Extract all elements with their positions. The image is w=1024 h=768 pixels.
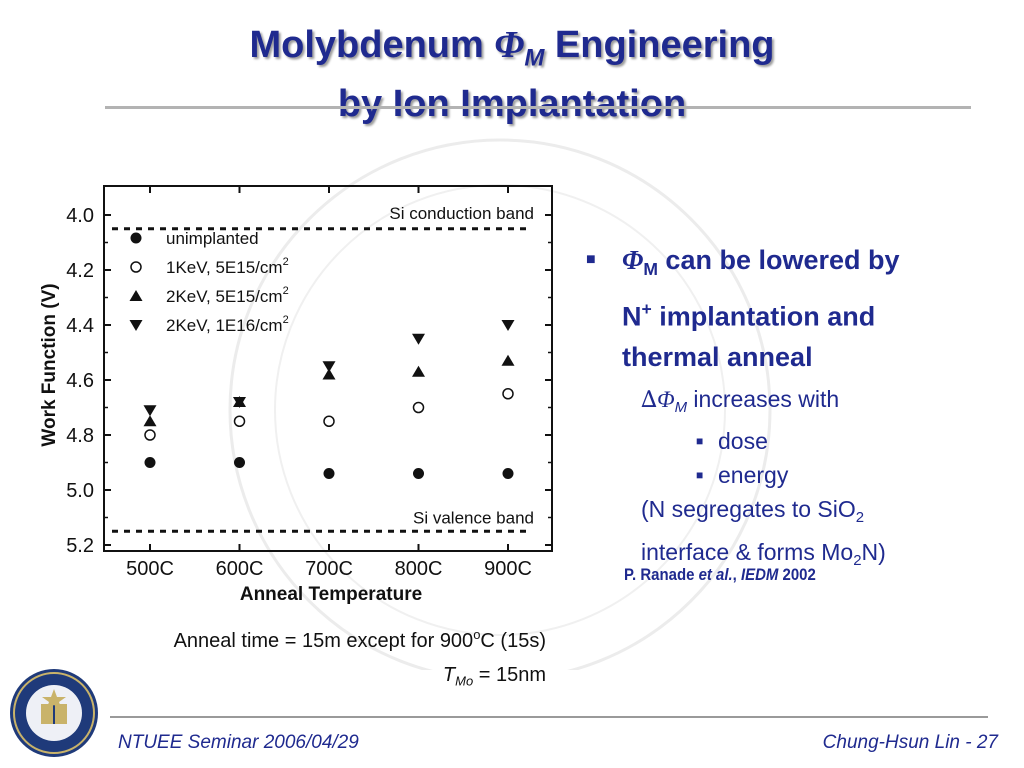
title-phi-subscript: M [524,44,545,72]
bullet-line2-sup: + [641,299,652,320]
anneal-note-suffix: C (15s) [480,629,546,652]
data-point [413,468,424,479]
y-tick-label: 4.2 [66,260,94,282]
y-tick-label: 5.0 [66,480,94,502]
note-line2: interface & forms Mo [641,539,854,566]
reference-line-label: Si valence band [413,508,534,527]
bullet-phi-symbol: Φ [622,245,644,275]
x-tick-label: 900C [484,558,532,580]
sub-sub-bullet-energy: ■ energy [696,458,1006,492]
sub-sub-bullet-dose: ■ dose [696,424,1006,458]
bullet-line2-prefix: N [622,301,642,332]
reference-line-label: Si conduction band [389,204,534,223]
title-line2: by Ion Implantation [337,83,687,126]
citation: P. Ranade et al., IEDM 2002 [624,565,816,585]
data-point [144,457,156,468]
legend-marker [130,261,142,273]
square-bullet-icon: ■ [696,433,704,448]
square-bullet-icon: ■ [586,251,596,268]
y-axis-label: Work Function (V) [39,283,60,446]
data-point [323,468,335,479]
title-suffix: Engineering [544,24,775,66]
data-point [501,354,515,366]
bullet-phi-subscript: M [643,259,658,280]
data-point [233,415,246,427]
data-point [322,368,336,380]
legend-marker [130,232,142,244]
chart-legend: unimplanted 1KeV, 5E15/cm2 2KeV, 5E15/cm2 2… [129,229,289,335]
legend-marker [129,290,143,301]
y-tick-label: 5.2 [66,535,94,557]
anneal-note-degree: o [473,627,481,642]
bullet-line2: implantation and [651,301,876,332]
footer-divider [110,716,988,718]
y-tick-label: 4.6 [66,370,94,392]
sub-bullet: ∆ΦM increases with [641,383,1006,424]
delta-symbol: ∆ [641,386,658,413]
title-prefix: Molybdenum [249,24,495,66]
legend-label: unimplanted [166,229,259,248]
y-tick-label: 4.8 [66,425,94,447]
work-function-chart: 4.0 4.2 4.4 4.6 4.8 5.0 5.2 500C 600C 700C 800C 90… [39,185,553,605]
thickness-note-value: = 15nm [473,664,546,686]
note-line1: (N segregates to SiO [641,495,856,522]
x-tick-label: 500C [126,558,174,580]
sub-sub-bullet-label: energy [718,461,789,488]
square-bullet-icon: ■ [696,467,704,482]
title-phi-symbol: Φ [494,24,525,66]
citation-venue: IEDM [740,565,779,584]
citation-comma: , [732,565,741,584]
footer-seminar: NTUEE Seminar 2006/04/29 [118,732,359,753]
data-point [501,320,515,331]
x-tick-label: 600C [216,558,264,580]
data-point [143,405,157,417]
segregation-note: (N segregates to SiO2 interface & forms … [641,492,1006,578]
y-tick-label: 4.4 [66,315,94,337]
data-point [233,397,246,408]
citation-etal: et al. [698,565,733,584]
data-point [412,365,425,377]
data-point [234,457,245,468]
x-axis-label: Anneal Temperature [240,584,422,605]
y-tick-label: 4.0 [66,205,94,227]
slide-title: Molybdenum ΦM Engineering by Ion Implant… [0,22,1024,127]
legend-label: 2KeV, 1E16/cm2 [166,314,289,335]
anneal-note-text: Anneal time = 15m except for 900 [173,629,474,652]
citation-year: 2002 [778,565,816,584]
note-line2-sub: 2 [853,552,862,570]
x-tick-label: 700C [305,558,353,580]
data-point [322,361,336,373]
bullet-line1: can be lowered by [657,245,900,275]
thickness-note-t: T [442,664,456,686]
thickness-note-sub: Mo [455,673,474,689]
data-point [412,401,425,414]
footer-author-page: Chung-Hsun Lin - 27 [822,732,998,753]
sub-bullet-phi-subscript: M [674,398,688,416]
data-point [502,468,514,479]
x-tick-label: 800C [395,558,443,580]
sub-sub-bullet-label: dose [718,427,768,454]
bullet-main: ■ ΦM can be lowered by N+ implantation a… [586,240,1006,377]
university-seal-icon [10,669,98,757]
note-line1-sub: 2 [855,509,865,527]
legend-label: 1KeV, 5E15/cm2 [166,256,289,277]
title-divider [105,106,971,109]
anneal-time-note: Anneal time = 15m except for 900oC (15s) [174,627,546,653]
data-point [323,415,335,427]
sub-bullet-phi-symbol: Φ [657,386,675,412]
data-point [502,388,514,400]
data-point [412,333,425,345]
thickness-note: TMo = 15nm [443,664,546,689]
bullet-line3: thermal anneal [622,341,813,372]
legend-label: 2KeV, 5E15/cm2 [166,285,289,306]
sub-bullet-text: increases with [687,385,840,412]
legend-marker [129,320,143,331]
citation-authors: P. Ranade [624,565,699,584]
data-point [144,429,156,441]
data-point [143,415,157,427]
note-line2-suffix: N) [861,539,886,566]
bullet-list: ■ ΦM can be lowered by N+ implantation a… [586,240,1006,578]
